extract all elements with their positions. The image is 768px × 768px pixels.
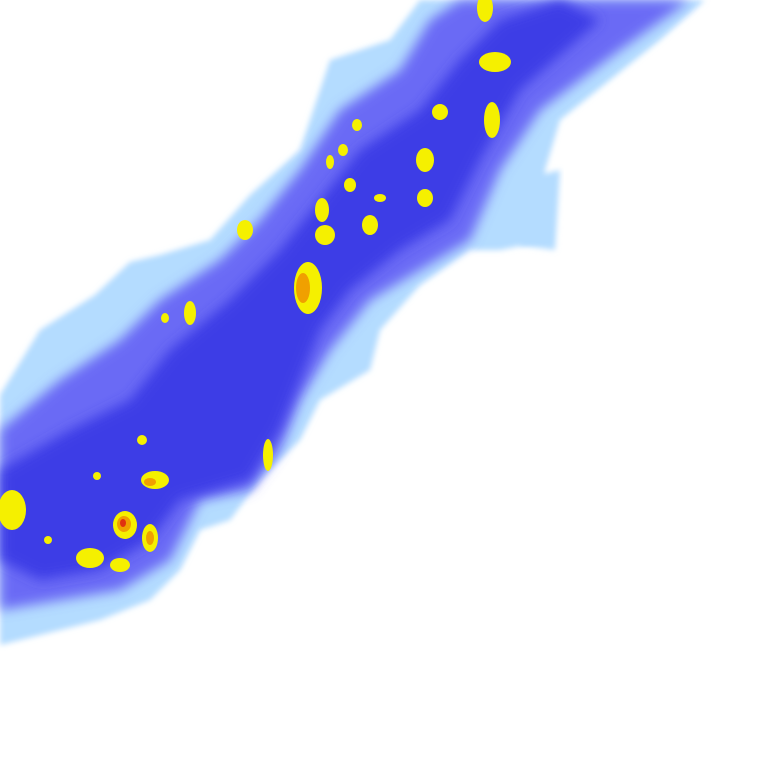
extreme-cells <box>120 519 126 527</box>
intense-cells <box>117 273 310 545</box>
